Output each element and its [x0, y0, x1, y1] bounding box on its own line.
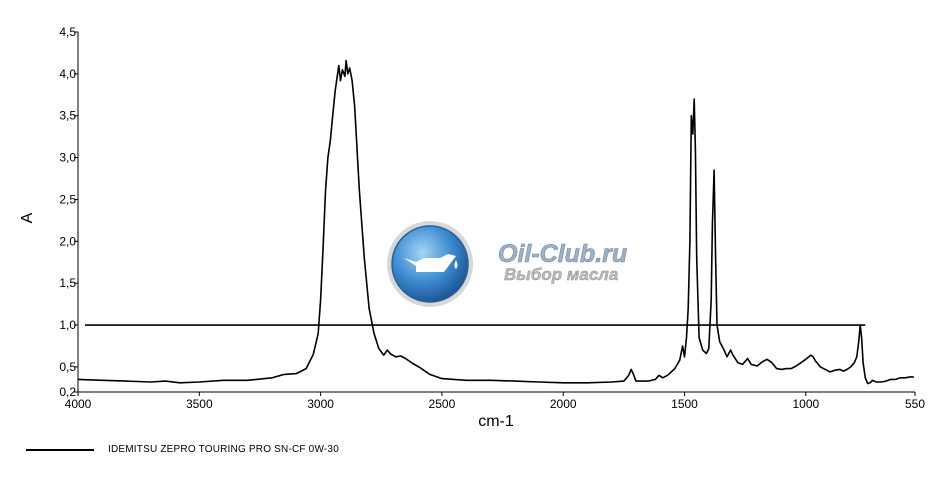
y-tick-label: 4,0 — [59, 67, 76, 81]
x-tick-label: 2500 — [429, 397, 456, 411]
axes — [74, 31, 916, 396]
tick-labels: 4000 3500 3000 2500 2000 1500 1000 550 0,2 0,5 1,0… — [59, 25, 925, 411]
legend: IDEMITSU ZEPRO TOURING PRO SN-CF 0W-30 — [26, 444, 339, 455]
y-tick-label: 1,5 — [59, 276, 76, 290]
y-tick-label: 2,0 — [59, 234, 76, 248]
x-tick-label: 4000 — [65, 397, 92, 411]
y-tick-label: 0,2 — [59, 385, 76, 399]
x-tick-label: 1000 — [792, 397, 819, 411]
x-tick-label: 550 — [905, 397, 925, 411]
y-tick-label: 4,5 — [59, 25, 76, 39]
x-tick-label: 3500 — [186, 397, 213, 411]
y-tick-label: 0,5 — [59, 360, 76, 374]
watermark-subtitle: Выбор масла — [504, 265, 618, 284]
y-tick-label: 2,5 — [59, 192, 76, 206]
legend-label: IDEMITSU ZEPRO TOURING PRO SN-CF 0W-30 — [108, 444, 339, 455]
legend-swatch — [26, 448, 94, 451]
y-tick-label: 1,0 — [59, 318, 76, 332]
watermark-title: Oil-Club.ru — [498, 240, 627, 268]
y-axis-title: A — [19, 212, 36, 223]
y-tick-label: 3,0 — [59, 151, 76, 165]
watermark: Oil-Club.ru Выбор масла — [387, 221, 627, 307]
x-axis-title: cm-1 — [478, 413, 514, 430]
x-tick-label: 2000 — [550, 397, 577, 411]
y-tick-label: 3,5 — [59, 109, 76, 123]
series-line — [77, 59, 914, 385]
x-tick-label: 1500 — [671, 397, 698, 411]
x-tick-label: 3000 — [307, 397, 334, 411]
oil-can-icon — [387, 221, 473, 307]
